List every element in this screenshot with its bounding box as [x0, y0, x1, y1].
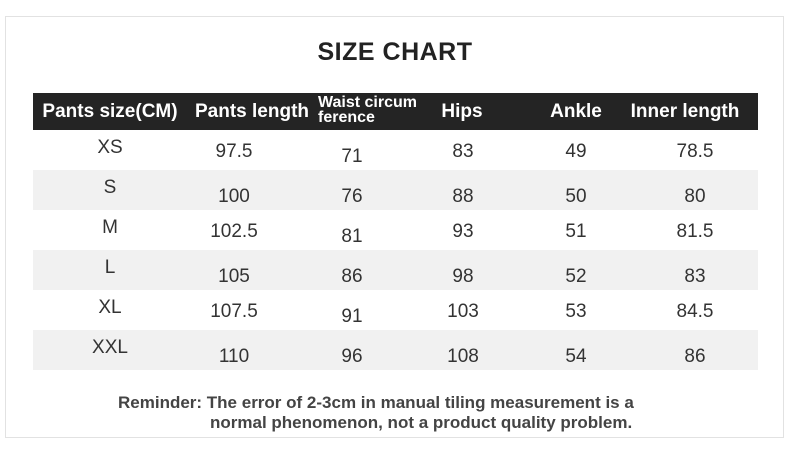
table-cell: 83	[452, 141, 474, 162]
table-row: XXL 110 96 108 54 86	[33, 330, 758, 370]
table-cell: 81.5	[676, 221, 714, 242]
reminder-line-2: normal phenomenon, not a product quality…	[210, 413, 633, 432]
header-pants-size: Pants size(CM)	[42, 101, 178, 122]
table-cell: 93	[452, 221, 474, 242]
table-row: XS 97.5 71 83 49 78.5	[33, 130, 758, 170]
table-cell: 103	[447, 301, 479, 322]
table-cell: 100	[218, 186, 250, 207]
table-cell: S	[103, 177, 117, 198]
table-cell: 86	[341, 266, 363, 287]
table-cell: 88	[452, 186, 474, 207]
page-title: SIZE CHART	[317, 38, 473, 66]
table-cell: 54	[565, 346, 587, 367]
table-cell: 76	[341, 186, 363, 207]
table-cell: 49	[565, 141, 587, 162]
table-cell: 51	[565, 221, 587, 242]
reminder-line-1: Reminder: The error of 2-3cm in manual t…	[118, 393, 634, 412]
table-cell: 91	[341, 306, 363, 327]
table-cell: 83	[684, 266, 706, 287]
table-cell: 102.5	[210, 221, 258, 242]
table-cell: 78.5	[676, 141, 714, 162]
table-cell: 86	[684, 346, 706, 367]
table-header: Pants size(CM) Pants length Waist circum…	[33, 93, 758, 130]
table-row: S 100 76 88 50 80	[33, 170, 758, 210]
size-table: Pants size(CM) Pants length Waist circum…	[33, 93, 758, 370]
table-cell: L	[104, 257, 116, 278]
table-cell: 80	[684, 186, 706, 207]
table-cell: M	[102, 217, 118, 238]
table-cell: 50	[565, 186, 587, 207]
table-cell: XXL	[92, 337, 128, 358]
table-cell: 110	[218, 346, 250, 367]
table-cell: 52	[565, 266, 587, 287]
table-cell: 98	[452, 266, 474, 287]
header-pants-length: Pants length	[194, 101, 310, 122]
chart-frame	[5, 16, 784, 438]
table-row: XL 107.5 91 103 53 84.5	[33, 290, 758, 330]
header-ankle: Ankle	[550, 101, 602, 122]
reminder-note: Reminder: The error of 2-3cm in manual t…	[118, 393, 634, 433]
table-row: L 105 86 98 52 83	[33, 250, 758, 290]
table-cell: 96	[341, 346, 363, 367]
table-cell: 107.5	[210, 301, 258, 322]
table-cell: 81	[341, 226, 363, 247]
header-hips: Hips	[441, 101, 483, 122]
header-waist: Waist circum ference	[318, 94, 417, 126]
header-inner-length: Inner length	[630, 101, 740, 122]
table-cell: 108	[447, 346, 479, 367]
table-cell: 84.5	[676, 301, 714, 322]
table-cell: XS	[97, 137, 123, 158]
table-cell: 71	[341, 146, 363, 167]
table-cell: XL	[98, 297, 122, 318]
table-cell: 105	[218, 266, 250, 287]
table-cell: 97.5	[215, 141, 253, 162]
table-row: M 102.5 81 93 51 81.5	[33, 210, 758, 250]
table-cell: 53	[565, 301, 587, 322]
